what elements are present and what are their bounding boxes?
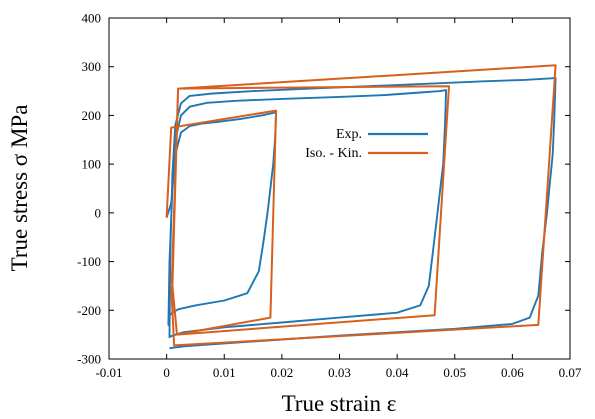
series-line-exp xyxy=(165,76,557,350)
y-tick-label: 400 xyxy=(82,11,102,26)
y-axis-title: True stress σ MPa xyxy=(7,105,32,272)
axis-ticks: -0.01 0 0.01 0.02 0.03 0.04 0.05 0.06 0.07 -300 -2… xyxy=(77,11,582,381)
y-tick-label: 200 xyxy=(82,108,102,123)
x-tick-label: 0.03 xyxy=(328,365,351,380)
y-tick-label: -200 xyxy=(77,303,101,318)
y-tick-label: -300 xyxy=(77,352,101,367)
legend-label-exp: Exp. xyxy=(336,127,362,142)
legend: Exp. Iso. - Kin. xyxy=(305,127,428,161)
x-tick-label: 0.07 xyxy=(559,365,582,380)
y-tick-label: -100 xyxy=(77,254,101,269)
x-axis-title: True strain ε xyxy=(282,391,397,416)
series-line-iso-kin xyxy=(165,64,557,347)
x-tick-label: -0.01 xyxy=(95,365,122,380)
x-tick-label: 0.04 xyxy=(386,365,409,380)
plot-frame xyxy=(108,17,571,360)
x-tick-label: 0.05 xyxy=(443,365,466,380)
series-layer xyxy=(165,64,557,350)
legend-label-iso-kin: Iso. - Kin. xyxy=(305,146,362,161)
y-tick-label: 0 xyxy=(95,205,102,220)
y-tick-label: 300 xyxy=(82,59,102,74)
x-tick-label: 0 xyxy=(163,365,170,380)
x-tick-label: 0.02 xyxy=(271,365,294,380)
x-tick-label: 0.01 xyxy=(213,365,236,380)
x-tick-label: 0.06 xyxy=(501,365,524,380)
y-tick-label: 100 xyxy=(82,157,102,172)
